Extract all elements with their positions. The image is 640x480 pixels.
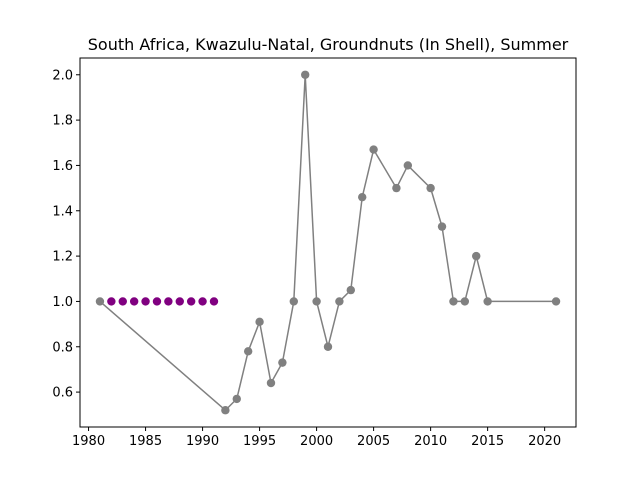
highlighted-data-point — [141, 297, 150, 306]
data-point — [346, 285, 355, 295]
y-tick-label: 0.8 — [52, 340, 73, 355]
y-tick-label: 1.0 — [52, 295, 73, 310]
y-tick-label: 0.6 — [52, 386, 73, 401]
highlighted-data-point — [118, 297, 127, 306]
data-point — [426, 183, 435, 193]
highlighted-data-point — [198, 297, 207, 306]
data-point — [403, 161, 413, 170]
data-point — [255, 317, 264, 327]
y-tick-label: 1.2 — [52, 250, 73, 265]
data-point — [369, 145, 378, 154]
x-tick-label: 2010 — [414, 434, 447, 449]
chart-title: South Africa, Kwazulu-Natal, Groundnuts … — [88, 35, 569, 54]
highlighted-data-point — [186, 297, 196, 306]
plot-area — [95, 70, 561, 415]
highlighted-data-point — [164, 297, 173, 306]
data-point — [392, 183, 401, 193]
data-point — [551, 297, 561, 306]
highlighted-data-point — [209, 297, 219, 306]
y-tick-label: 2.0 — [52, 68, 73, 83]
series-line — [99, 74, 557, 411]
data-point — [95, 297, 105, 306]
x-tick-label: 2005 — [357, 434, 390, 449]
data-point — [289, 297, 298, 306]
y-tick-label: 1.8 — [52, 114, 73, 129]
data-point — [483, 297, 492, 306]
x-tick-label: 1980 — [72, 434, 105, 449]
data-point — [243, 347, 253, 356]
x-tick-label: 2015 — [471, 434, 504, 449]
data-point — [437, 222, 447, 231]
x-tick-label: 2020 — [528, 434, 561, 449]
data-point — [278, 358, 287, 367]
highlighted-data-point — [175, 297, 184, 306]
x-tick-label: 1985 — [129, 434, 162, 449]
data-point — [232, 394, 241, 404]
data-point — [472, 251, 481, 261]
data-point — [449, 297, 458, 306]
highlighted-data-point — [129, 297, 139, 306]
data-point — [221, 406, 230, 415]
data-point — [301, 70, 310, 79]
data-point — [335, 297, 344, 306]
x-tick-label: 1990 — [186, 434, 219, 449]
y-tick-label: 1.4 — [52, 204, 73, 219]
data-point — [266, 378, 276, 388]
y-axis: 0.6 0.8 1.0 1.2 1.4 1.6 1.8 2.0 — [52, 68, 80, 401]
y-tick-label: 1.6 — [52, 159, 73, 174]
highlighted-data-point — [152, 297, 162, 306]
axes-frame — [79, 57, 577, 428]
data-point — [312, 297, 321, 306]
x-tick-label: 1995 — [243, 434, 276, 449]
data-point — [460, 297, 470, 306]
x-axis: 1980 1985 1990 1995 2000 2005 2010 2015 2020 — [72, 427, 561, 449]
highlighted-data-point — [107, 297, 116, 306]
data-point — [358, 192, 367, 202]
data-point — [323, 342, 333, 351]
x-tick-label: 2000 — [300, 434, 333, 449]
